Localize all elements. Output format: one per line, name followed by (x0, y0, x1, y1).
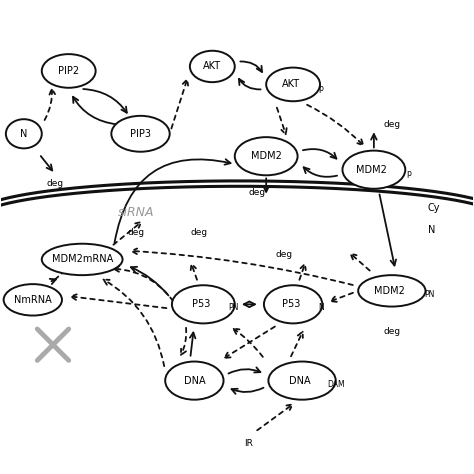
Text: P53: P53 (282, 299, 300, 310)
Text: PIP3: PIP3 (130, 129, 151, 139)
Ellipse shape (111, 116, 170, 152)
Ellipse shape (235, 137, 298, 175)
Text: MDM2: MDM2 (356, 164, 387, 175)
Text: deg: deg (46, 179, 64, 188)
Text: deg: deg (128, 228, 145, 237)
Text: AKT: AKT (282, 80, 300, 90)
Ellipse shape (42, 244, 123, 275)
Text: p: p (318, 83, 323, 92)
Text: N: N (20, 129, 27, 139)
Text: MDM2: MDM2 (251, 151, 282, 161)
Text: P53: P53 (192, 299, 210, 310)
Ellipse shape (358, 275, 426, 307)
Text: siRNA: siRNA (118, 206, 155, 219)
Text: DAM: DAM (327, 380, 345, 389)
Ellipse shape (42, 54, 96, 88)
Ellipse shape (172, 285, 235, 323)
Text: PN: PN (425, 290, 435, 299)
Text: deg: deg (383, 120, 401, 129)
Text: IR: IR (244, 439, 253, 448)
Text: AKT: AKT (203, 62, 221, 72)
Text: Cy: Cy (428, 203, 440, 213)
Ellipse shape (268, 362, 336, 400)
Ellipse shape (264, 285, 322, 323)
Text: PN: PN (228, 303, 239, 312)
Text: p: p (407, 169, 411, 178)
Text: deg: deg (249, 188, 266, 197)
Text: MDM2: MDM2 (374, 286, 405, 296)
Text: PIP2: PIP2 (58, 66, 79, 76)
Text: MDM2mRNA: MDM2mRNA (52, 255, 113, 264)
Text: DNA: DNA (289, 375, 310, 386)
Text: N: N (428, 225, 435, 235)
Ellipse shape (266, 68, 320, 101)
Text: NmRNA: NmRNA (14, 295, 52, 305)
Ellipse shape (165, 362, 224, 400)
Text: DNA: DNA (183, 375, 205, 386)
Text: N: N (318, 303, 324, 312)
Ellipse shape (342, 151, 405, 189)
Ellipse shape (190, 51, 235, 82)
Ellipse shape (4, 284, 62, 316)
Ellipse shape (6, 119, 42, 148)
Text: deg: deg (275, 250, 292, 259)
Text: deg: deg (190, 228, 208, 237)
Text: deg: deg (383, 327, 401, 336)
